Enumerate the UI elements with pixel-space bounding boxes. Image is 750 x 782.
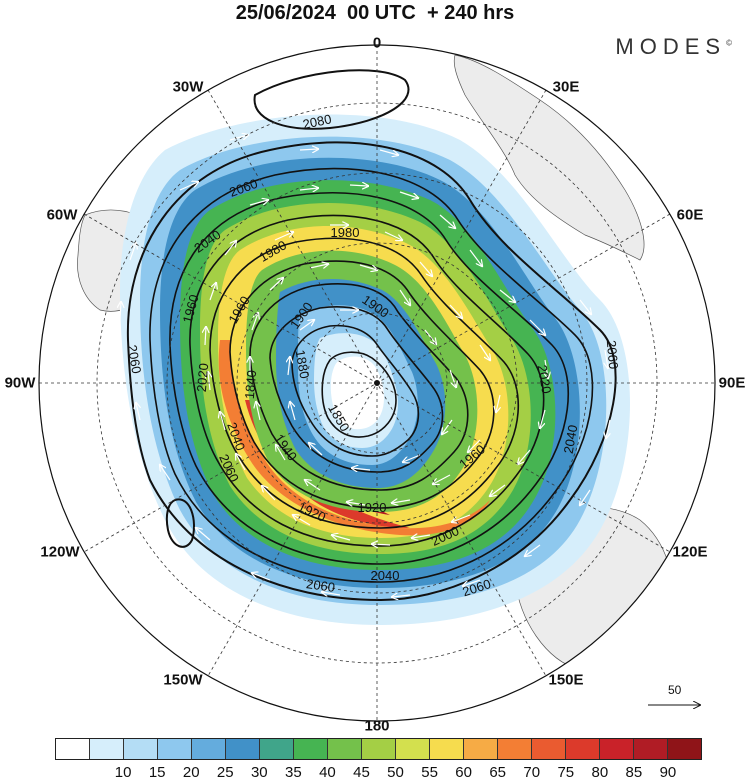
colorbar-swatch (124, 739, 158, 759)
lon-label-90w: 90W (4, 374, 36, 392)
lon-label-180: 180 (364, 717, 390, 735)
colorbar-tick-label: 25 (216, 764, 234, 781)
colorbar-swatch (158, 739, 192, 759)
lon-label-0: 0 (372, 34, 382, 52)
colorbar-tick-label: 70 (523, 764, 541, 781)
lon-label-30w: 30W (172, 78, 204, 96)
pole-marker (374, 380, 380, 386)
vector-reference-label: 50 (668, 683, 682, 697)
lon-label-30e: 30E (552, 78, 580, 96)
vector-reference: 50 (640, 683, 710, 713)
colorbar-tick-label: 65 (489, 764, 507, 781)
colorbar-tick-label: 80 (591, 764, 609, 781)
vector-arrow-icon (648, 683, 710, 713)
colorbar-tick-label: 30 (250, 764, 268, 781)
lon-label-120w: 120W (40, 543, 80, 561)
colorbar-tick-label: 50 (387, 764, 404, 781)
contour-label: 2060 (305, 576, 336, 595)
colorbar-swatch (260, 739, 294, 759)
colorbar-tick-label: 60 (455, 764, 472, 781)
colorbar-swatch (226, 739, 260, 759)
colorbar-swatch (566, 739, 600, 759)
lon-label-150w: 150W (163, 671, 203, 689)
colorbar-swatch (56, 739, 90, 759)
colorbar-tick-label: 55 (421, 764, 438, 781)
colorbar-swatch (600, 739, 634, 759)
contour-label: 1980 (331, 225, 360, 240)
africa-land (453, 54, 645, 261)
colorbar-swatch (396, 739, 430, 759)
brand-logo: MODES© (615, 34, 732, 60)
colorbar-tick-label: 45 (353, 764, 370, 781)
map-outline (38, 44, 716, 722)
colorbar-swatch (668, 739, 701, 759)
colorbar-swatch (192, 739, 226, 759)
colorbar-tick-label: 10 (114, 764, 132, 781)
contour-label: 2020 (535, 364, 555, 395)
colorbar-swatch (90, 739, 124, 759)
contour-label: 2040 (371, 568, 400, 583)
colorbar-tick-label: 40 (319, 764, 336, 781)
lon-label-60e: 60E (676, 206, 704, 224)
colorbar-tick-label: 85 (625, 764, 643, 781)
lon-label-60w: 60W (46, 206, 78, 224)
colorbar-swatch (532, 739, 566, 759)
contour-label: 2040 (561, 424, 581, 455)
colorbar (55, 738, 702, 760)
contour-label: 1840 (242, 370, 259, 400)
lon-label-150e: 150E (548, 671, 584, 689)
wind-vectors (120, 135, 610, 597)
copyright-mark: © (726, 38, 732, 48)
colorbar-swatch (634, 739, 668, 759)
wind-speed-shading (120, 114, 630, 626)
colorbar-tick-label: 75 (557, 764, 575, 781)
contour-label: 2060 (125, 344, 145, 375)
colorbar-tick-label: 35 (285, 764, 302, 781)
map-title: 25/06/2024 00 UTC + 240 hrs (235, 2, 515, 24)
colorbar-swatch (430, 739, 464, 759)
brand-name: MODES (615, 34, 727, 59)
colorbar-swatch (362, 739, 396, 759)
colorbar-tick-label: 90 (659, 764, 677, 781)
contour-label: 2080 (301, 111, 332, 132)
contour-label: 1920 (358, 500, 387, 515)
colorbar-swatch (328, 739, 362, 759)
contour-label: 2020 (194, 363, 211, 393)
colorbar-swatch (498, 739, 532, 759)
lon-label-120e: 120E (672, 543, 708, 561)
lon-label-90e: 90E (718, 374, 746, 392)
colorbar-swatch (464, 739, 498, 759)
contour-label: 1960 (180, 293, 202, 325)
colorbar-tick-label: 20 (182, 764, 200, 781)
contour-label: 2060 (604, 340, 621, 370)
colorbar-tick-label: 15 (148, 764, 166, 781)
colorbar-swatch (294, 739, 328, 759)
contour-label: 1880 (293, 349, 313, 380)
colorbar-tick-labels: 10 15 20 25 30 35 40 45 50 55 60 65 70 75 80 85 90 (0, 764, 750, 782)
